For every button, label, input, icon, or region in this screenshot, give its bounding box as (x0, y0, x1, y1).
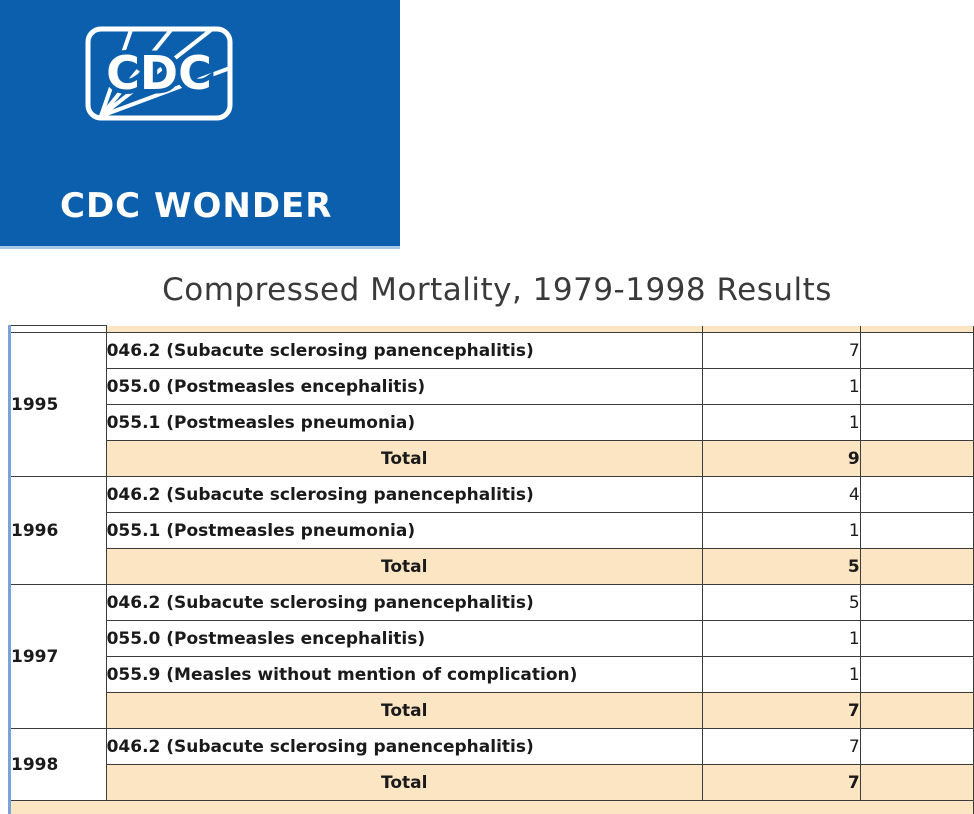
cause-cell: 055.0 (Postmeasles encephalitis) (105, 620, 703, 657)
cause-cell: 046.2 (Subacute sclerosing panencephalit… (105, 584, 703, 621)
deaths-cell: 1 (701, 656, 861, 693)
brand-title[interactable]: CDC WONDER (60, 186, 333, 226)
results-table-container: 1995 046.2 (Subacute sclerosing panencep… (8, 325, 974, 814)
cause-cell (105, 325, 703, 333)
table-row: 1998 046.2 (Subacute sclerosing panencep… (9, 728, 974, 801)
clipped-cell (859, 404, 974, 441)
clipped-cell (859, 512, 974, 549)
table-row: 1995 046.2 (Subacute sclerosing panencep… (9, 332, 974, 477)
results-table: 1995 046.2 (Subacute sclerosing panencep… (8, 325, 974, 814)
brand-header: CDC CDC WONDER (0, 0, 400, 249)
total-deaths-cell: 7 (701, 764, 861, 801)
table-row: 1996 046.2 (Subacute sclerosing panencep… (9, 476, 974, 585)
deaths-cell: 1 (701, 512, 861, 549)
deaths-cell: 4 (701, 476, 861, 513)
year-cell: 1997 (9, 584, 107, 729)
total-label: Total (105, 548, 703, 585)
year-cell: 1998 (9, 728, 107, 801)
deaths-cell: 5 (701, 584, 861, 621)
table-row: 055.1 (Postmeasles pneumonia) 1 (10, 404, 974, 441)
clipped-cell (859, 548, 974, 585)
clipped-cell (859, 368, 974, 405)
table-row: 055.1 (Postmeasles pneumonia) 1 (10, 512, 974, 549)
grand-total-cell (9, 800, 974, 814)
cdc-logo-icon[interactable]: CDC (85, 26, 233, 121)
table-row: 1997 046.2 (Subacute sclerosing panencep… (9, 584, 974, 729)
total-deaths-cell: 5 (701, 548, 861, 585)
table-row-partial-top (9, 325, 974, 333)
total-row: Total 7 (10, 764, 974, 801)
total-deaths-cell: 7 (701, 692, 861, 729)
clipped-cell (859, 692, 974, 729)
deaths-cell (701, 325, 861, 333)
clipped-cell (859, 764, 974, 801)
total-row: Total 7 (10, 692, 974, 729)
deaths-cell: 1 (701, 368, 861, 405)
table-row: 055.0 (Postmeasles encephalitis) 1 (10, 368, 974, 405)
year-cell: 1996 (9, 476, 107, 585)
clipped-cell (859, 332, 974, 369)
total-label: Total (105, 692, 703, 729)
clipped-cell (859, 440, 974, 477)
cause-cell: 055.9 (Measles without mention of compli… (105, 656, 703, 693)
table-row: 055.9 (Measles without mention of compli… (10, 656, 974, 693)
deaths-cell: 1 (701, 620, 861, 657)
deaths-cell: 1 (701, 404, 861, 441)
clipped-cell (859, 476, 974, 513)
table-row: 055.0 (Postmeasles encephalitis) 1 (10, 620, 974, 657)
cause-cell: 046.2 (Subacute sclerosing panencephalit… (105, 332, 703, 369)
cdc-logo-text: CDC (106, 46, 212, 100)
clipped-cell (859, 656, 974, 693)
cause-cell: 055.0 (Postmeasles encephalitis) (105, 368, 703, 405)
total-label: Total (105, 764, 703, 801)
clipped-cell (859, 728, 974, 765)
clipped-cell (859, 620, 974, 657)
total-row: Total 9 (10, 440, 974, 477)
deaths-cell: 7 (701, 728, 861, 765)
year-cell: 1995 (9, 332, 107, 477)
page-title: Compressed Mortality, 1979-1998 Results (162, 272, 832, 308)
cause-cell: 046.2 (Subacute sclerosing panencephalit… (105, 476, 703, 513)
cause-cell: 046.2 (Subacute sclerosing panencephalit… (105, 728, 703, 765)
deaths-cell: 7 (701, 332, 861, 369)
total-label: Total (105, 440, 703, 477)
total-deaths-cell: 9 (701, 440, 861, 477)
clipped-cell (859, 584, 974, 621)
table-row-partial-bottom (9, 800, 974, 814)
year-cell (9, 325, 107, 333)
total-row: Total 5 (10, 548, 974, 585)
cause-cell: 055.1 (Postmeasles pneumonia) (105, 404, 703, 441)
clipped-cell (859, 325, 974, 333)
cause-cell: 055.1 (Postmeasles pneumonia) (105, 512, 703, 549)
